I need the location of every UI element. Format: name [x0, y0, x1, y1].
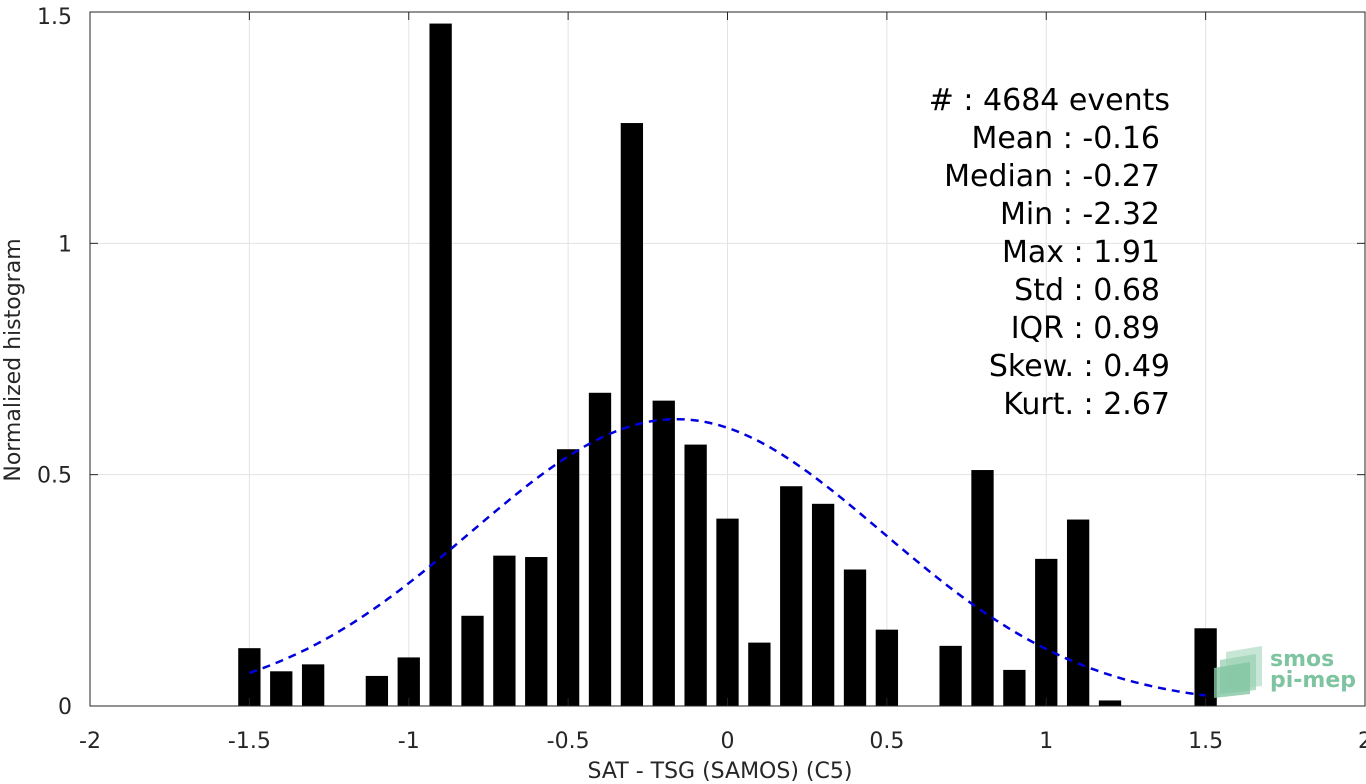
histogram-bar: [875, 629, 899, 706]
y-tick-label: 1.5: [37, 5, 72, 30]
histogram-bar: [716, 518, 739, 706]
stat-line: Skew. : 0.49: [989, 349, 1170, 384]
histogram-bar: [588, 392, 612, 706]
histogram-bar: [270, 671, 293, 706]
histogram-bar: [556, 449, 580, 706]
histogram-bar: [301, 664, 325, 706]
x-tick-label: 2: [1358, 729, 1366, 754]
grid: [90, 12, 1365, 706]
histogram-bar: [684, 444, 707, 706]
x-tick-label: -2: [79, 729, 101, 754]
histogram-bar: [652, 400, 675, 706]
bars: [238, 23, 1217, 707]
stat-line: Min : -2.32: [1000, 197, 1160, 232]
ticks: [89, 11, 1366, 707]
x-tick-label: -1.5: [228, 729, 271, 754]
stat-line: Median : -0.27: [944, 159, 1160, 194]
y-tick-label: 0: [58, 695, 72, 720]
stat-line: Std : 0.68: [1014, 273, 1160, 308]
x-tick-label: -0.5: [547, 729, 590, 754]
histogram-bar: [1066, 519, 1090, 706]
stat-line: IQR : 0.89: [1011, 311, 1160, 346]
histogram-bar: [620, 123, 644, 707]
histogram-bar: [1035, 558, 1058, 706]
x-tick-label: 0.5: [869, 729, 904, 754]
histogram-bar: [1098, 700, 1122, 706]
logo-text-smos: smos: [1270, 647, 1334, 672]
tick-labels: -2 -1.5 -1 -0.5 0 0.5 1 1.5 2 0 0.5 1 1.5: [37, 5, 1366, 754]
histogram-bar: [971, 470, 994, 706]
histogram-bar: [939, 645, 962, 706]
histogram-bar: [1194, 628, 1217, 706]
x-tick-label: -1: [398, 729, 420, 754]
x-tick-label: 0: [721, 729, 735, 754]
y-axis-title: Normalized histogram: [1, 238, 26, 481]
histogram-bar: [365, 675, 389, 706]
histogram-bar: [748, 642, 771, 706]
x-axis-title: SAT - TSG (SAMOS) (C5): [588, 759, 853, 784]
x-tick-label: 1.5: [1188, 729, 1223, 754]
histogram-bar: [780, 486, 803, 706]
logo-layers-icon: [1214, 646, 1262, 698]
y-tick-label: 1: [58, 232, 72, 257]
x-tick-label: 1: [1039, 729, 1053, 754]
smos-pi-mep-logo: smos pi-mep: [1214, 646, 1356, 698]
stat-line: Max : 1.91: [1002, 235, 1160, 270]
histogram-bar: [1003, 669, 1026, 706]
stat-line: Mean : -0.16: [971, 121, 1160, 156]
histogram-bar: [397, 657, 420, 706]
histogram-bar: [493, 555, 516, 706]
histogram-bar: [238, 648, 261, 706]
gaussian-fit-curve: [248, 417, 1206, 697]
logo-text-pi-mep: pi-mep: [1270, 668, 1356, 693]
histogram-bar: [525, 557, 548, 706]
histogram-bar: [843, 569, 867, 706]
histogram-bar: [461, 615, 484, 706]
y-tick-label: 0.5: [37, 464, 72, 489]
histogram-bar: [429, 23, 452, 707]
stat-line: Kurt. : 2.67: [1003, 387, 1170, 422]
histogram-bar: [811, 503, 835, 706]
stat-line: # : 4684 events: [929, 83, 1170, 118]
